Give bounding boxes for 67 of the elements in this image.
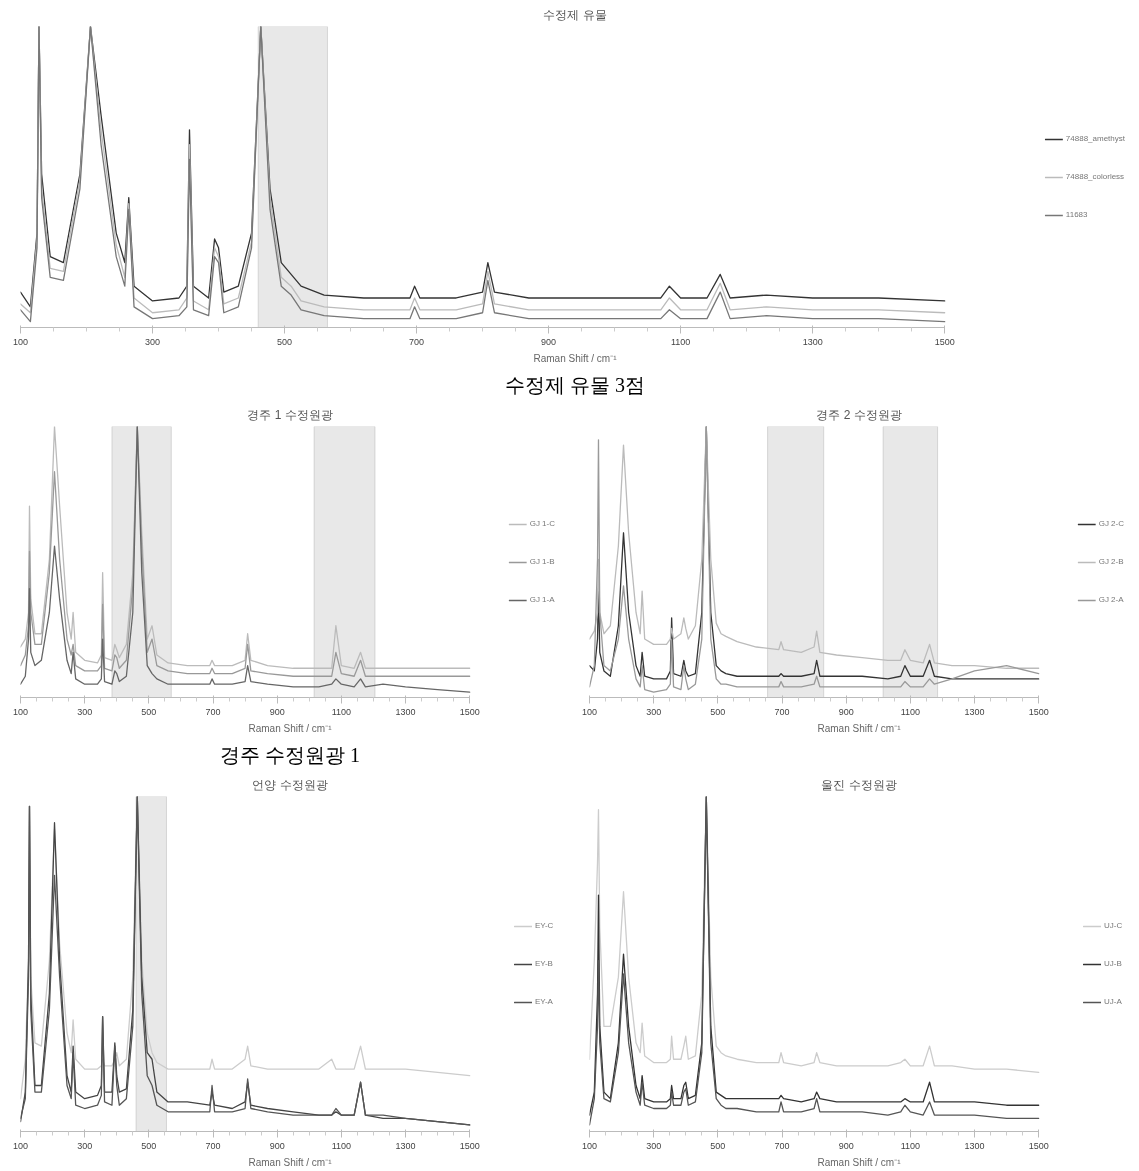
- x-tick-label: 300: [145, 336, 161, 347]
- x-axis-title: Raman Shift / cm⁻¹: [248, 722, 333, 734]
- x-tick-label: 100: [12, 706, 29, 717]
- x-tick-label: 1300: [964, 1140, 985, 1151]
- legend-label: EY-C: [535, 921, 555, 930]
- x-tick-label: 500: [277, 336, 293, 347]
- legend-label: GJ 2-C: [1098, 519, 1124, 528]
- x-tick-label: 300: [646, 706, 662, 717]
- x-tick-label: 900: [269, 1140, 285, 1151]
- legend-label: EY-B: [535, 959, 554, 968]
- chart-title: 경주 2 수정원광: [816, 407, 902, 422]
- x-tick-label: 1500: [934, 336, 955, 347]
- x-tick-label: 1500: [459, 706, 480, 717]
- legend-label: GJ 1-A: [529, 595, 555, 604]
- chart-title: 언양 수정원광: [252, 777, 328, 792]
- x-tick-label: 1100: [331, 706, 352, 717]
- x-tick-label: 1300: [964, 706, 985, 717]
- x-tick-label: 1500: [1028, 1140, 1049, 1151]
- x-tick-label: 1100: [900, 706, 921, 717]
- x-tick-label: 700: [205, 1140, 221, 1151]
- text: 경주 수정원광 1: [220, 743, 360, 766]
- x-tick-label: 100: [581, 706, 598, 717]
- x-tick-label: 1300: [395, 1140, 416, 1151]
- x-axis-title: Raman Shift / cm⁻¹: [248, 1156, 333, 1168]
- legend-label: 11683: [1065, 210, 1088, 219]
- chart-title: 수정제 유물: [543, 7, 607, 22]
- legend-label: UJ-B: [1104, 959, 1123, 968]
- x-axis-title: Raman Shift / cm⁻¹: [817, 1156, 902, 1168]
- legend-label: EY-A: [535, 997, 554, 1006]
- x-tick-label: 500: [141, 706, 157, 717]
- x-tick-label: 300: [77, 1140, 93, 1151]
- x-tick-label: 700: [205, 706, 221, 717]
- legend-label: 74888_amethyst: [1065, 134, 1125, 143]
- x-tick-label: 1500: [459, 1140, 480, 1151]
- x-axis-title: Raman Shift / cm⁻¹: [817, 722, 902, 734]
- x-tick-label: 100: [12, 336, 29, 347]
- x-tick-label: 700: [774, 1140, 790, 1151]
- legend-label: GJ 1-B: [529, 557, 555, 566]
- legend-label: UJ-A: [1104, 997, 1123, 1006]
- x-tick-label: 500: [710, 706, 726, 717]
- x-tick-label: 1300: [802, 336, 823, 347]
- x-tick-label: 1500: [1028, 706, 1049, 717]
- chart-title: 경주 1 수정원광: [247, 407, 333, 422]
- x-tick-label: 1100: [331, 1140, 352, 1151]
- legend-label: GJ 2-A: [1098, 595, 1124, 604]
- x-tick-label: 300: [77, 706, 93, 717]
- x-tick-label: 100: [581, 1140, 598, 1151]
- chart-title: 울진 수정원광: [821, 777, 897, 792]
- x-tick-label: 300: [646, 1140, 662, 1151]
- x-tick-label: 900: [838, 706, 854, 717]
- x-tick-label: 900: [541, 336, 557, 347]
- legend-label: 74888_colorless: [1065, 172, 1125, 181]
- legend-label: UJ-C: [1104, 921, 1124, 930]
- x-tick-label: 1300: [395, 706, 416, 717]
- x-tick-label: 1100: [670, 336, 691, 347]
- x-tick-label: 100: [12, 1140, 29, 1151]
- x-tick-label: 900: [838, 1140, 854, 1151]
- x-tick-label: 500: [141, 1140, 157, 1151]
- text: 수정제 유물 3점: [505, 373, 645, 396]
- x-tick-label: 500: [710, 1140, 726, 1151]
- x-tick-label: 700: [409, 336, 425, 347]
- x-tick-label: 700: [774, 706, 790, 717]
- x-axis-title: Raman Shift / cm⁻¹: [533, 352, 618, 364]
- x-tick-label: 1100: [900, 1140, 921, 1151]
- legend-label: GJ 2-B: [1098, 557, 1124, 566]
- x-tick-label: 900: [269, 706, 285, 717]
- legend-label: GJ 1-C: [529, 519, 555, 528]
